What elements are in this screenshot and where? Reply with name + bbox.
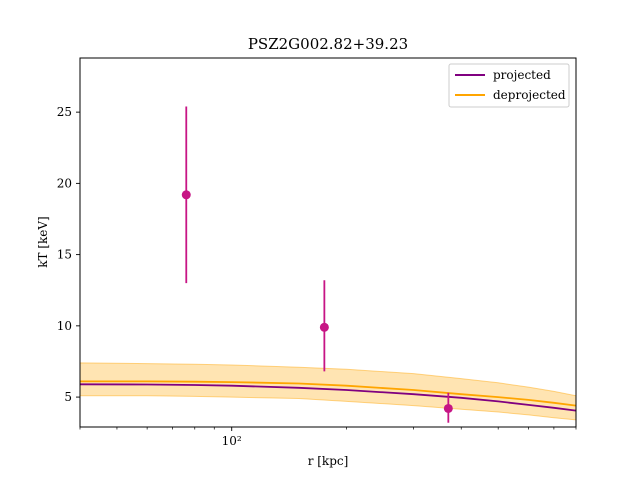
plot-area (80, 362, 576, 421)
x-tick-label-0: 10² (222, 434, 242, 448)
y-axis-label: kT [keV] (36, 216, 50, 268)
data-point-2 (443, 403, 453, 413)
x-axis: 10² (79, 427, 577, 448)
data-point-0 (181, 190, 191, 200)
y-tick-label-4: 25 (57, 105, 72, 119)
y-tick-label-2: 15 (57, 248, 72, 262)
plot-frame (79, 57, 577, 428)
y-tick-label-3: 20 (57, 176, 72, 190)
x-axis-label: r [kpc] (308, 454, 349, 468)
data-points-layer (181, 106, 453, 423)
chart-title: PSZ2G002.82+39.23 (248, 35, 408, 53)
y-tick-label-1: 10 (57, 319, 72, 333)
series-line-deprojected (80, 380, 576, 407)
legend-label-projected: projected (493, 68, 551, 82)
y-tick-label-0: 5 (64, 390, 72, 404)
deprojected-uncertainty-band (80, 362, 576, 421)
legend-label-deprojected: deprojected (493, 88, 566, 102)
legend: projected deprojected (448, 63, 570, 108)
data-point-1 (319, 322, 329, 332)
y-axis: 5 10 15 20 25 (57, 105, 80, 404)
series-line-projected (80, 383, 576, 412)
